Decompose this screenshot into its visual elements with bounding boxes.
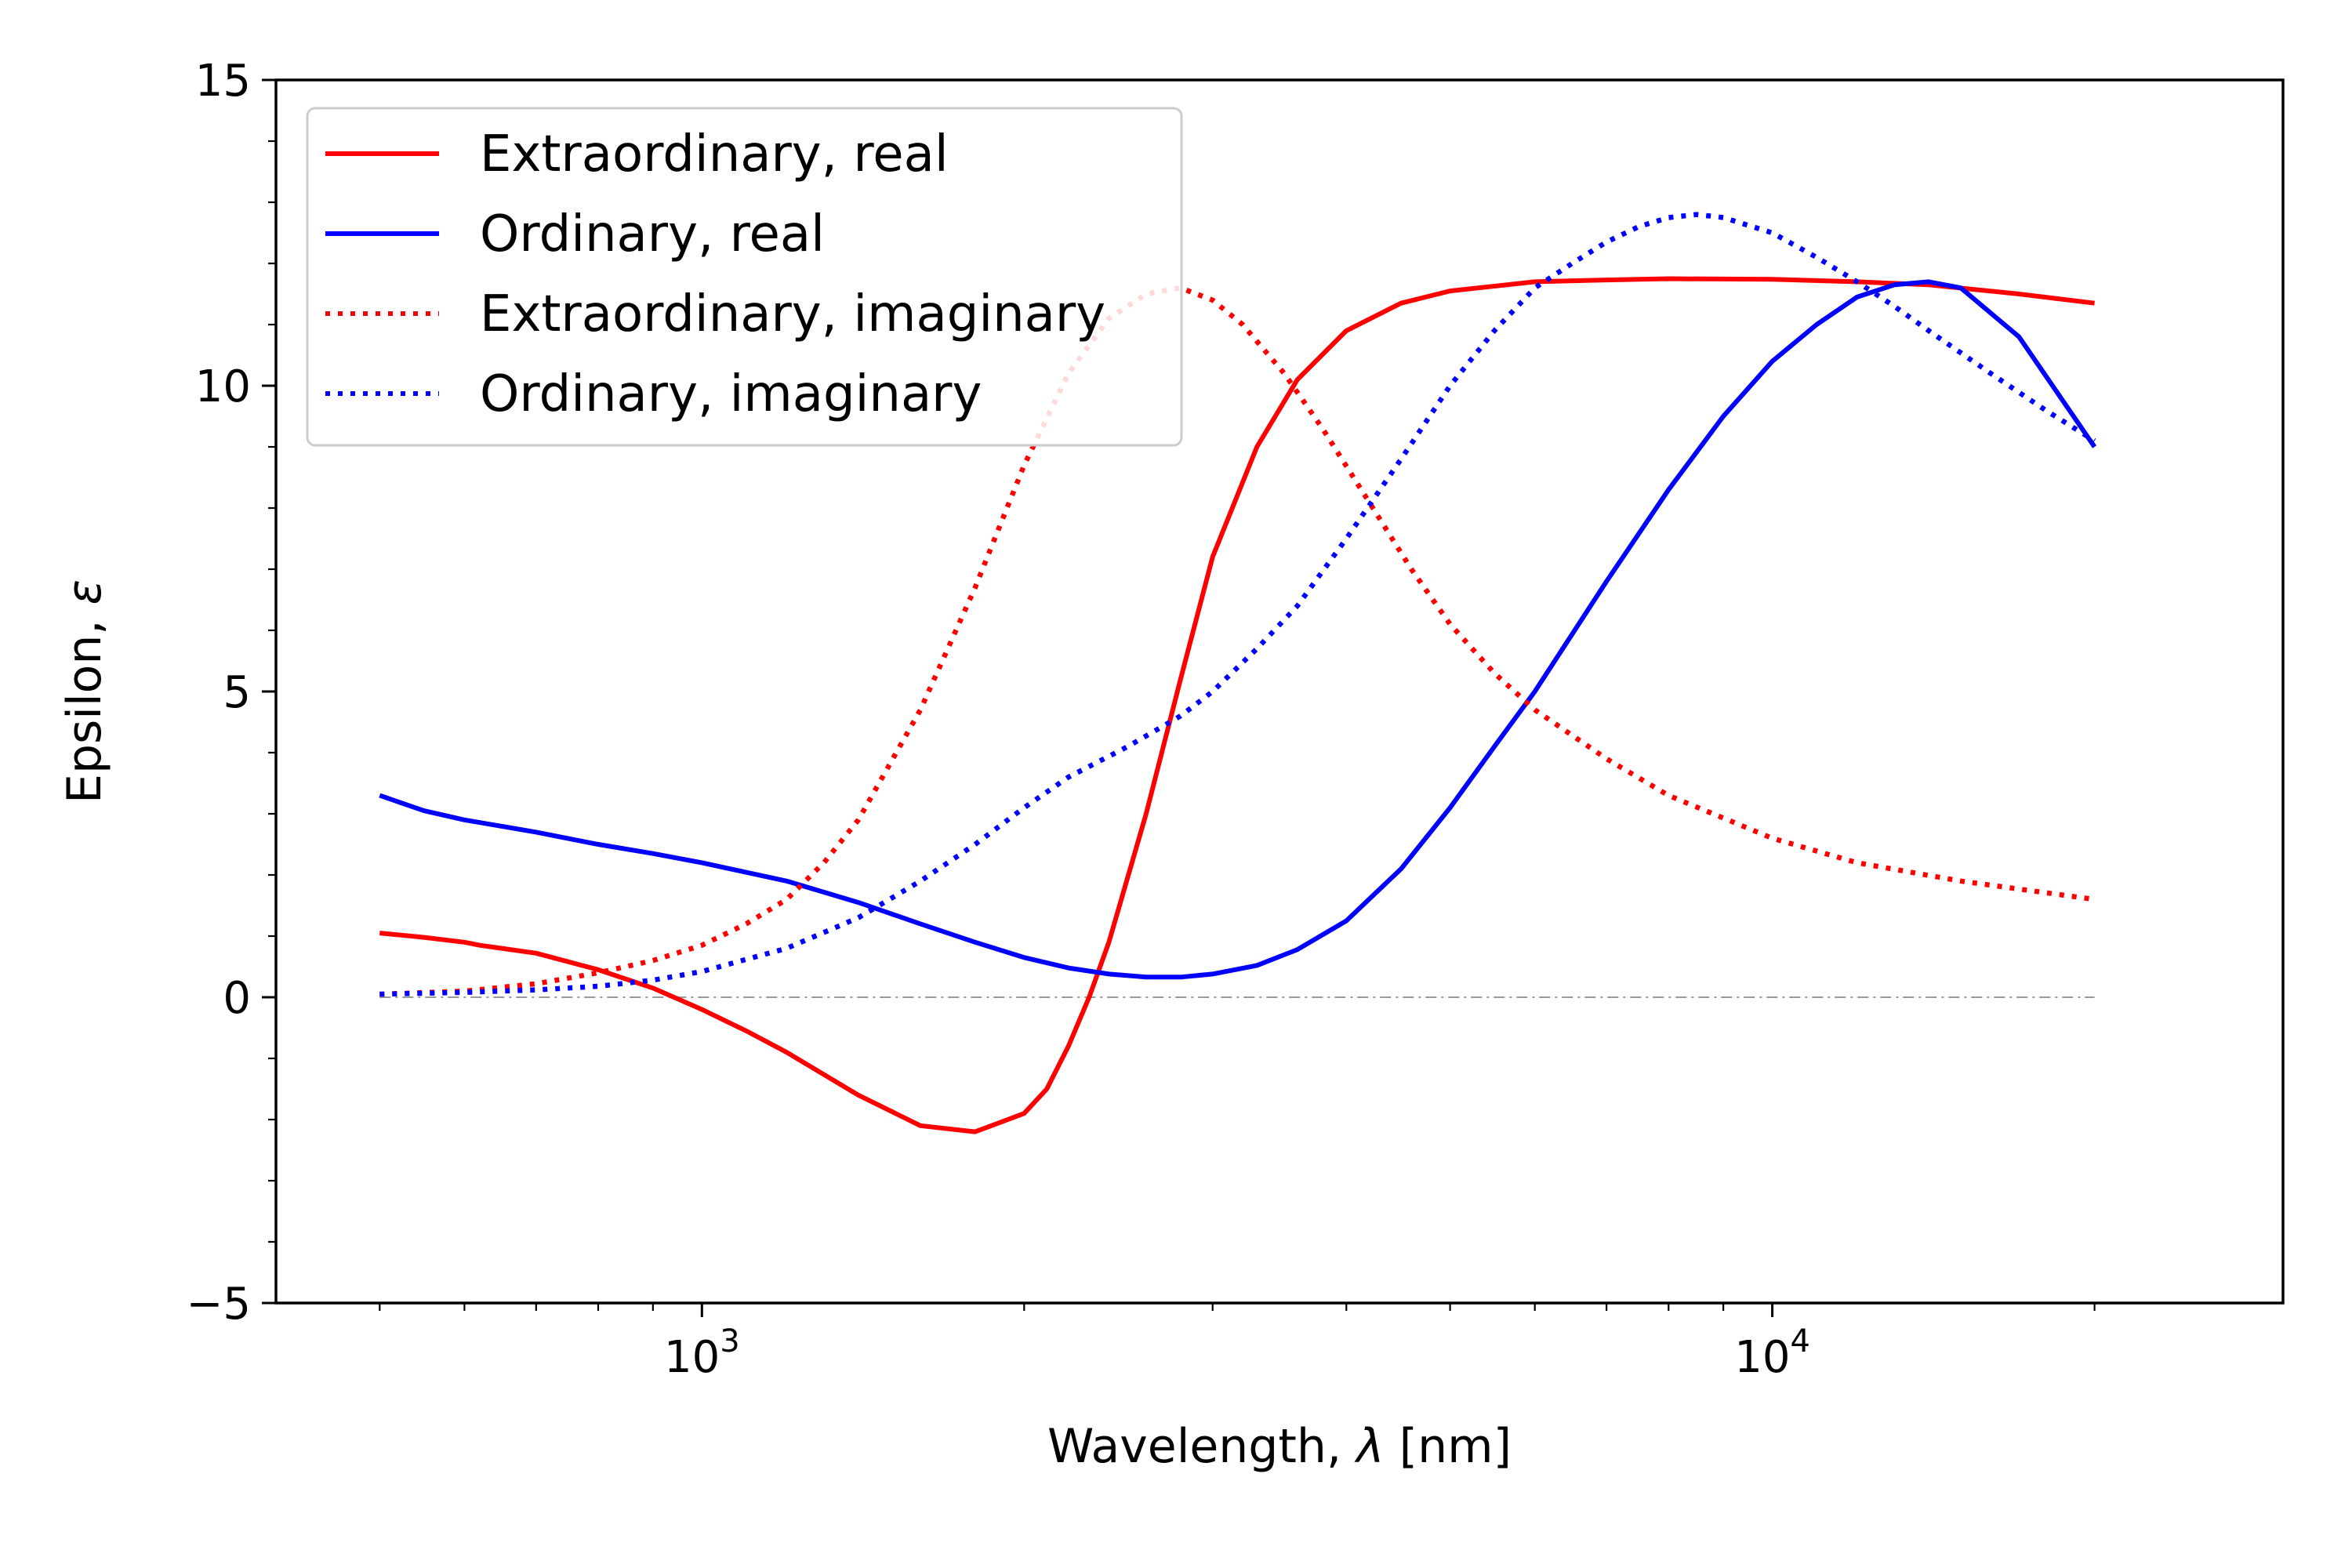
x-tick-label: 104 [1734,1323,1810,1383]
legend-label-3: Extraordinary, imaginary [480,285,1105,343]
legend-label-2: Ordinary, real [480,205,825,263]
x-tick-label: 103 [664,1323,740,1383]
x-axis-label-symbol: λ [1354,1419,1385,1474]
series-line-1 [379,276,2095,1134]
series-line-4 [379,212,2096,997]
y-tick-label: −5 [186,1279,251,1330]
y-tick-label: 15 [195,56,251,107]
legend: Extraordinary, real Ordinary, real Extraor… [306,107,1183,447]
x-axis-label-unit: [nm] [1385,1419,1512,1474]
series-line-2 [379,279,2097,980]
legend-label-4: Ordinary, imaginary [480,365,982,423]
tick-layer: −5 0 5 10 15 103 104 [186,56,2096,1383]
y-tick-label: 5 [223,667,251,718]
y-tick-label: 10 [195,361,251,412]
y-axis-label: Epsilon, ε [57,579,112,804]
legend-label-1: Extraordinary, real [480,125,949,183]
x-axis-label: Wavelength, λ [nm] [1047,1419,1512,1474]
legend-box [306,107,1183,447]
y-axis-label-symbol: ε [57,579,112,604]
y-axis-label-text: Epsilon, [57,604,112,803]
x-axis-label-text: Wavelength, [1047,1419,1356,1474]
y-tick-label: 0 [223,973,251,1024]
